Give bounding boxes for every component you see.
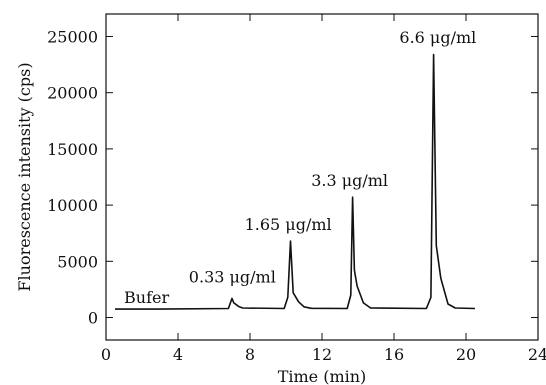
y-axis-label: Fluorescence intensity (cps) bbox=[15, 62, 34, 291]
annotation-label: 0.33 μg/ml bbox=[189, 268, 276, 287]
x-tick-label: 20 bbox=[456, 345, 476, 364]
y-tick-label: 25000 bbox=[47, 27, 98, 46]
x-tick-label: 12 bbox=[312, 345, 332, 364]
x-tick-label: 4 bbox=[173, 345, 183, 364]
annotation-label: Bufer bbox=[124, 288, 169, 307]
series-line bbox=[115, 53, 476, 310]
x-tick-label: 16 bbox=[384, 345, 404, 364]
y-tick-label: 10000 bbox=[47, 196, 98, 215]
annotations: Bufer 0.33 μg/ml 1.65 μg/ml 3.3 μg/ml 6.6 μg… bbox=[124, 28, 476, 307]
y-axis: 0 5000 10000 15000 20000 25000 bbox=[47, 27, 538, 328]
annotation-label: 6.6 μg/ml bbox=[399, 28, 476, 47]
y-tick-label: 5000 bbox=[57, 252, 98, 271]
x-axis-label: Time (min) bbox=[278, 367, 367, 385]
x-tick-label: 0 bbox=[101, 345, 111, 364]
annotation-label: 3.3 μg/ml bbox=[311, 171, 388, 190]
x-axis: 0 4 8 12 16 20 24 bbox=[101, 14, 546, 364]
annotation-label: 1.65 μg/ml bbox=[245, 215, 332, 234]
y-tick-label: 0 bbox=[88, 309, 98, 328]
y-tick-label: 20000 bbox=[47, 84, 98, 103]
x-tick-label: 8 bbox=[245, 345, 255, 364]
y-tick-label: 15000 bbox=[47, 140, 98, 159]
x-tick-label: 24 bbox=[528, 345, 546, 364]
